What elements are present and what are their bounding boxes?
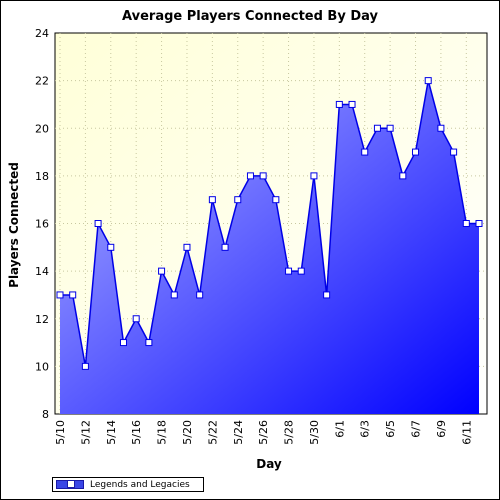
data-point-5/28 xyxy=(285,267,293,275)
data-point-6/1 xyxy=(335,100,343,108)
data-point-5/27 xyxy=(272,196,280,204)
x-tick-labels: 5/10 5/12 5/14 5/16 5/18 5/20 5/22 5/24 5/26 5/28… xyxy=(54,420,473,445)
x-tick-label: 6/11 xyxy=(460,420,473,445)
x-tick-label: 6/7 xyxy=(410,420,423,438)
data-point-6/9 xyxy=(437,124,445,132)
data-point-6/12 xyxy=(475,220,483,227)
x-tick-label: 5/10 xyxy=(54,420,67,445)
legend-marker xyxy=(67,480,75,488)
x-tick-label: 5/14 xyxy=(105,420,118,445)
data-point-6/11 xyxy=(462,220,470,227)
legend-swatch xyxy=(56,480,84,489)
x-tick-label: 5/18 xyxy=(156,420,169,445)
x-tick-label: 5/20 xyxy=(181,420,194,445)
data-point-6/8 xyxy=(424,77,432,85)
x-tick-label: 5/24 xyxy=(232,420,245,445)
data-point-6/6 xyxy=(399,172,407,180)
x-tick-label: 5/30 xyxy=(308,420,321,445)
x-tick-label: 6/5 xyxy=(384,420,397,438)
y-tick-label: 18 xyxy=(35,170,49,183)
y-tick-label: 10 xyxy=(35,360,49,373)
x-tick-label: 5/12 xyxy=(79,420,92,445)
area-fill xyxy=(60,80,479,414)
x-tick-label: 5/16 xyxy=(130,420,143,445)
y-tick-label: 12 xyxy=(35,313,49,326)
data-point-5/13 xyxy=(94,220,102,227)
data-point-5/20 xyxy=(183,243,191,251)
data-point-5/14 xyxy=(107,243,115,251)
y-tick-label: 24 xyxy=(35,27,49,40)
x-axis-label: Day xyxy=(256,457,282,471)
data-point-5/18 xyxy=(158,267,166,275)
x-tick-label: 6/3 xyxy=(359,420,372,438)
data-point-5/23 xyxy=(221,243,229,251)
data-point-5/10 xyxy=(56,291,64,299)
data-point-6/4 xyxy=(373,124,381,132)
data-point-5/30 xyxy=(310,172,318,180)
x-tick-label: 5/22 xyxy=(206,420,219,445)
data-point-5/26 xyxy=(259,172,267,180)
data-point-6/7 xyxy=(412,148,420,156)
series-markers xyxy=(56,77,483,370)
y-tick-label: 8 xyxy=(42,408,49,421)
x-tick-label: 5/28 xyxy=(283,420,296,445)
data-point-5/17 xyxy=(145,339,153,347)
data-point-5/29 xyxy=(297,267,305,275)
data-point-6/10 xyxy=(450,148,458,156)
data-point-6/3 xyxy=(361,148,369,156)
series-line xyxy=(60,80,479,367)
chart-title: Average Players Connected By Day xyxy=(122,9,378,24)
legend-label: Legends and Legacies xyxy=(90,479,190,490)
x-tick-label: 6/9 xyxy=(435,420,448,438)
y-tick-label: 20 xyxy=(35,122,49,135)
data-point-5/15 xyxy=(119,339,127,347)
data-point-5/16 xyxy=(132,315,140,323)
data-point-6/5 xyxy=(386,124,394,132)
legend: Legends and Legacies xyxy=(52,477,204,492)
data-point-5/12 xyxy=(81,362,89,370)
y-tick-label: 16 xyxy=(35,218,49,231)
data-point-5/22 xyxy=(208,196,216,204)
data-point-5/24 xyxy=(234,196,242,204)
data-point-5/31 xyxy=(323,291,331,299)
data-point-5/21 xyxy=(196,291,204,299)
x-tick-label: 6/1 xyxy=(333,420,346,438)
y-tick-labels: 8 10 12 14 16 18 20 22 24 xyxy=(35,27,49,421)
x-tick-label: 5/26 xyxy=(257,420,270,445)
data-point-5/11 xyxy=(69,291,77,299)
data-point-5/25 xyxy=(246,172,254,180)
data-point-5/19 xyxy=(170,291,178,299)
y-tick-label: 22 xyxy=(35,75,49,88)
y-tick-label: 14 xyxy=(35,265,49,278)
data-point-6/2 xyxy=(348,100,356,108)
